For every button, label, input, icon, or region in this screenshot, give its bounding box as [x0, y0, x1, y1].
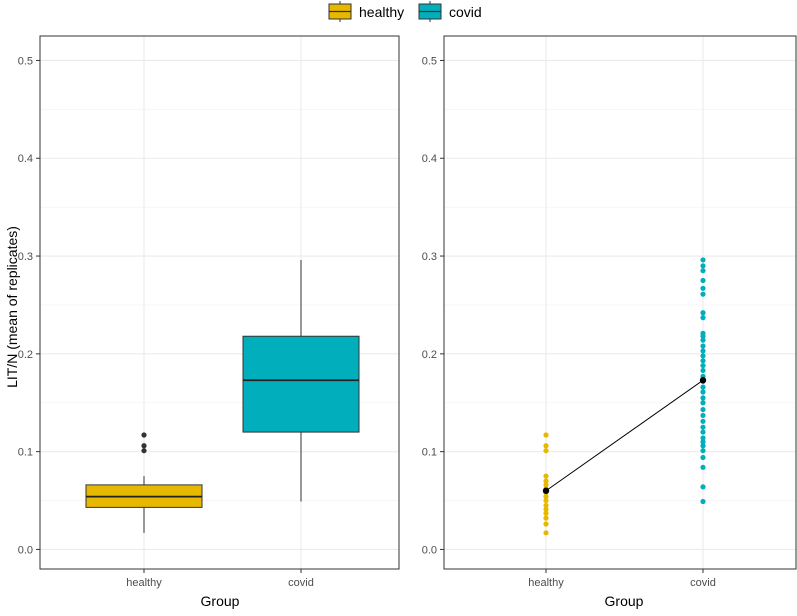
y-tick-label: 0.0	[422, 544, 437, 556]
data-point	[543, 432, 549, 438]
data-point	[700, 362, 706, 369]
outlier-point	[141, 432, 147, 438]
data-point	[700, 358, 706, 364]
data-point	[700, 291, 706, 297]
data-point	[700, 406, 706, 413]
data-point	[700, 448, 706, 454]
data-point	[700, 484, 706, 490]
data-point	[700, 400, 706, 406]
data-point	[543, 497, 549, 504]
data-point	[543, 510, 549, 516]
x-axis-title-right: Group	[605, 593, 644, 609]
data-point	[700, 384, 706, 390]
x-tick-label-healthy: healthy	[126, 577, 162, 589]
data-point	[700, 443, 706, 449]
data-point	[700, 343, 706, 349]
data-point	[700, 315, 706, 321]
data-point	[543, 521, 549, 527]
y-tick-label: 0.2	[422, 349, 437, 361]
data-point	[543, 443, 549, 449]
y-tick-label: 0.4	[18, 153, 33, 165]
data-point	[543, 448, 549, 454]
data-point	[543, 502, 549, 509]
y-tick-label: 0.5	[18, 55, 33, 67]
data-point	[543, 473, 549, 479]
data-point	[543, 506, 549, 512]
data-point	[700, 268, 706, 274]
panel-border	[39, 35, 400, 570]
mean-point-healthy	[542, 487, 550, 494]
x-tick-label-covid: covid	[690, 577, 716, 589]
mean-line	[545, 379, 704, 492]
data-point	[700, 464, 706, 470]
x-tick-label-healthy: healthy	[528, 577, 564, 589]
data-point	[700, 439, 706, 445]
data-point	[700, 367, 706, 374]
data-point	[543, 482, 549, 488]
panel-left: 0.0 0.1 0.2 0.3 0.4 0.5 healthy covid	[18, 35, 400, 589]
mean-point-covid	[699, 377, 707, 384]
y-tick-label: 0.1	[18, 447, 33, 459]
data-point	[700, 277, 706, 284]
data-point	[700, 412, 706, 419]
data-point	[700, 310, 706, 316]
data-point	[700, 435, 706, 441]
legend-label-healthy: healthy	[359, 4, 404, 20]
data-point	[700, 389, 706, 395]
data-point	[700, 395, 706, 401]
data-point	[700, 498, 706, 505]
data-point	[700, 454, 706, 461]
y-tick-label: 0.0	[18, 544, 33, 556]
y-tick-label: 0.1	[422, 447, 437, 459]
data-point	[700, 418, 706, 424]
panel-border	[443, 35, 797, 570]
data-point	[700, 330, 706, 336]
panel-right: 0.0 0.1 0.2 0.3 0.4 0.5 healthy covid	[422, 35, 797, 589]
data-point	[700, 285, 706, 291]
data-point	[700, 263, 706, 269]
data-point	[543, 494, 549, 500]
outlier-point	[141, 448, 147, 454]
legend-label-covid: covid	[449, 4, 482, 20]
y-tick-label: 0.2	[18, 349, 33, 361]
series-healthy	[543, 432, 549, 536]
x-axis-title-left: Group	[201, 593, 240, 609]
outlier-point	[141, 443, 147, 449]
data-point	[543, 530, 549, 536]
series-covid	[700, 257, 706, 505]
data-point	[700, 424, 706, 430]
legend: healthy covid	[328, 1, 482, 22]
data-point	[700, 429, 706, 435]
y-tick-label: 0.3	[422, 251, 437, 263]
y-axis-title: LIT/N (mean of replicates)	[4, 226, 20, 388]
y-tick-label: 0.5	[422, 55, 437, 67]
data-point	[700, 257, 706, 263]
data-point	[543, 478, 549, 484]
legend-key-healthy	[328, 1, 352, 22]
box-covid	[242, 259, 360, 502]
y-tick-label: 0.3	[18, 251, 33, 263]
data-point	[543, 515, 549, 521]
y-tick-label: 0.4	[422, 153, 437, 165]
box-healthy	[85, 432, 203, 533]
box-iqr	[242, 335, 360, 433]
data-point	[700, 353, 706, 359]
x-tick-label-covid: covid	[288, 577, 314, 589]
data-point	[700, 348, 706, 354]
legend-key-covid	[418, 1, 442, 22]
data-point	[700, 337, 706, 343]
